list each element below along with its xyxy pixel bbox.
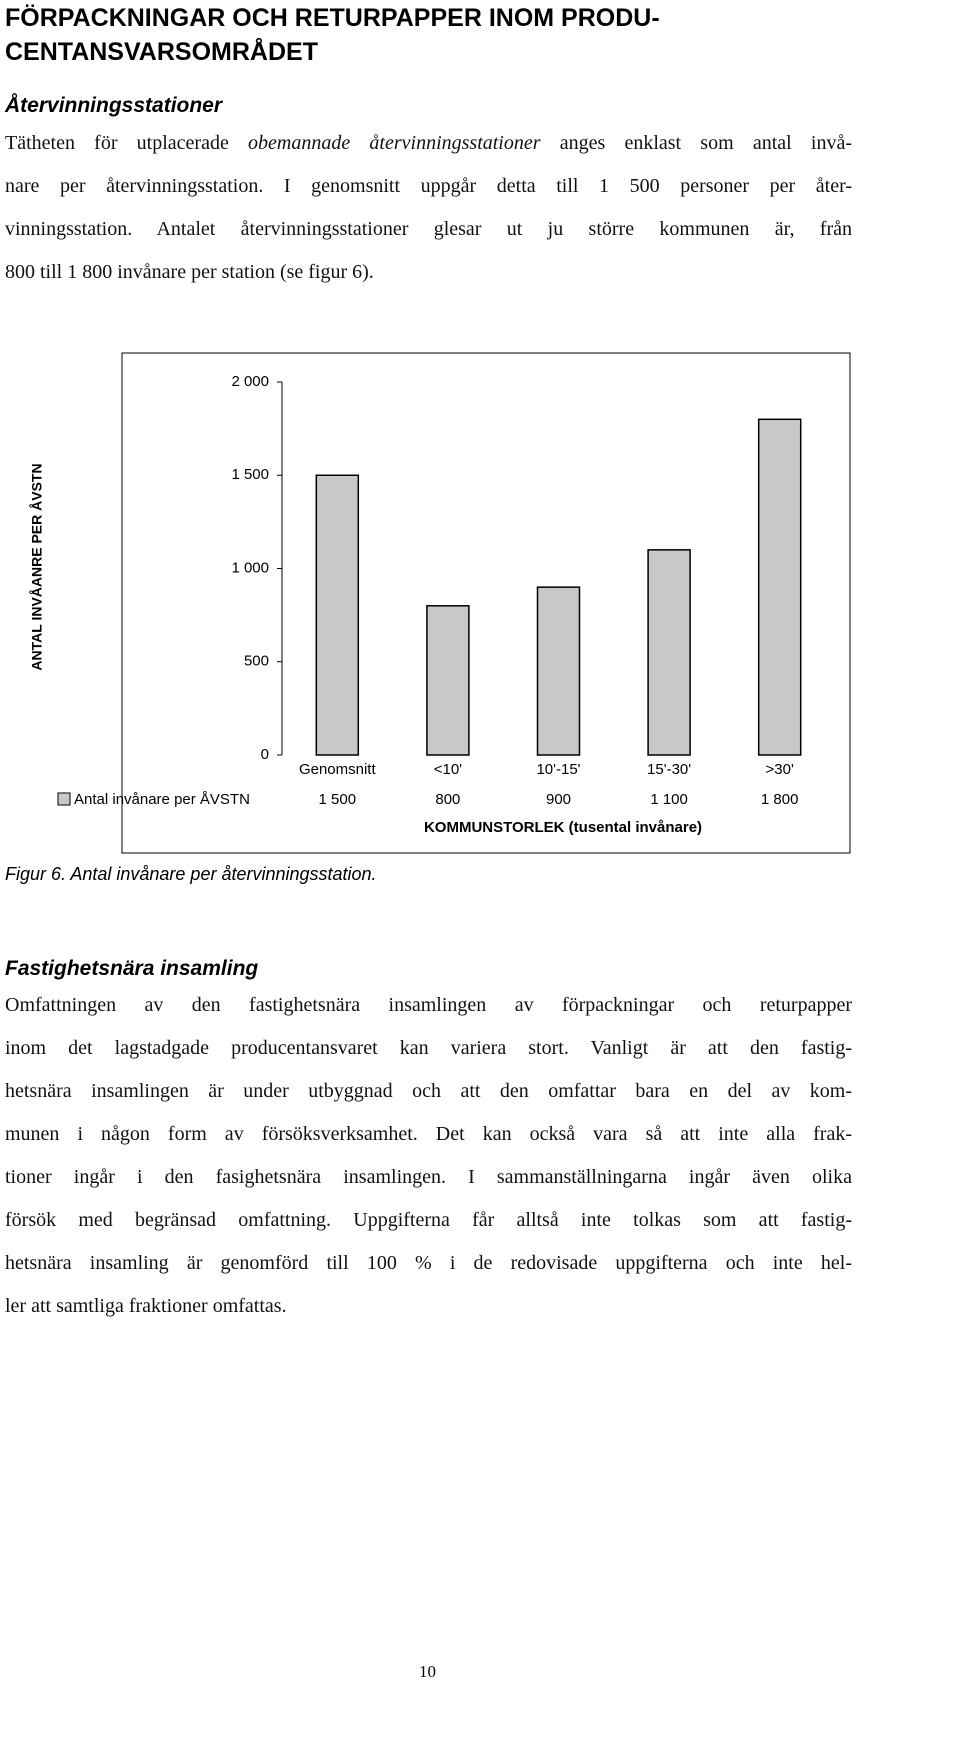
section-heading: Fastighetsnära insamling [5,957,259,980]
x-tick-label: 15'-30' [647,761,691,778]
text-line: vinningsstation. Antalet återvinningssta… [5,218,852,240]
x-tick-label: <10' [434,761,462,778]
bar [647,549,691,756]
chart-frame [121,352,851,854]
page-title: FÖRPACKNINGAR OCH RETURPAPPER INOM PRODU… [5,4,660,32]
chart: 0 500 1 000 1 500 2 000 ANTAL INVÅANRE PER ÅV… [29,352,851,854]
section-heading: Återvinningsstationer [5,94,223,117]
text-line: Tätheten för utplacerade obemannade åter… [5,132,852,155]
data-table-value: 1 500 [319,791,357,808]
page-title: CENTANSVARSOMRÅDET [5,38,318,66]
bar [426,605,470,756]
bar [536,586,581,756]
y-tick-label: 1 000 [231,559,269,576]
bar [757,418,802,756]
x-tick-label: Genomsnitt [299,761,377,778]
bar [315,474,360,756]
text: Tätheten för utplacerade [5,132,249,154]
text-line: hetsnära insamlingen är under utbyggnad … [5,1080,852,1102]
data-table-value: 800 [435,791,460,808]
legend-label: Antal invånare per ÅVSTN [74,791,250,808]
data-table-value: 1 800 [761,791,799,808]
text-line: munen i någon form av försöksverksamhet.… [5,1123,852,1145]
data-table-value: 900 [546,791,571,808]
y-tick-label: 2 000 [231,373,269,390]
emphasis: obemannade återvinningsstationer [248,132,541,154]
text-line: tioner ingår i den fasighetsnära insamli… [5,1166,852,1188]
x-axis-label: KOMMUNSTORLEK (tusental invånare) [424,819,702,836]
text-line: inom det lagstadgade producentansvaret k… [5,1037,852,1059]
page-number: 10 [419,1662,436,1681]
y-axis-label: ANTAL INVÅANRE PER ÅVSTN [29,463,45,670]
y-tick-label: 1 500 [231,466,269,483]
text-line: nare per återvinningsstation. I genomsni… [5,175,852,197]
text: anges enklast som antal invå- [540,132,852,154]
text-line: ler att samtliga fraktioner omfattas. [5,1295,287,1317]
data-table-value: 1 100 [650,791,688,808]
y-tick-label: 0 [261,746,269,763]
legend-swatch [57,792,71,806]
text-line: hetsnära insamling är genomförd till 100… [5,1252,852,1274]
figure-caption: Figur 6. Antal invånare per återvinnings… [5,864,377,884]
x-tick-label: >30' [766,761,794,778]
y-tick-label: 500 [244,653,269,670]
text-line: 800 till 1 800 invånare per station (se … [5,261,374,283]
text-line: försök med begränsad omfattning. Uppgift… [5,1209,852,1231]
text-line: Omfattningen av den fastighetsnära insam… [5,994,852,1016]
x-tick-label: 10'-15' [536,761,580,778]
